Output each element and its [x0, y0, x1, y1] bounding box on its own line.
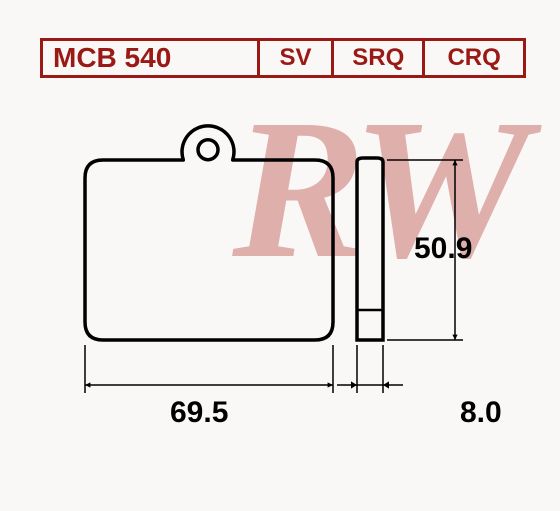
dim-width: 69.5 — [170, 396, 228, 430]
product-code: MCB 540 — [40, 38, 260, 78]
tech-drawing — [30, 110, 530, 480]
variant-srq: SRQ — [331, 38, 425, 78]
dim-height: 50.9 — [414, 232, 472, 266]
variant-sv: SV — [257, 38, 335, 78]
dim-thickness: 8.0 — [460, 396, 502, 430]
variant-crq: CRQ — [422, 38, 526, 78]
